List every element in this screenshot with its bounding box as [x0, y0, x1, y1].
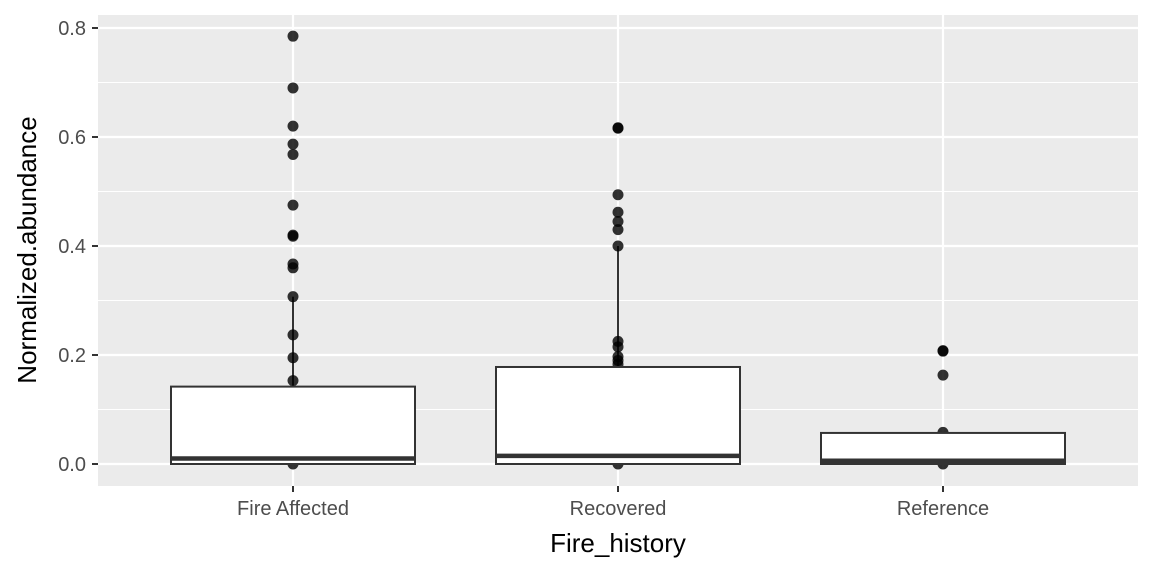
box-group	[820, 345, 1066, 470]
y-tick-label: 0.4	[58, 236, 86, 258]
data-point	[937, 345, 949, 357]
y-tick-label: 0.2	[58, 345, 86, 367]
boxes-layer	[170, 30, 1066, 470]
data-point	[287, 375, 299, 387]
y-axis: 0.0 0.2 0.4 0.6 0.8	[58, 18, 98, 476]
data-point	[287, 138, 299, 150]
x-axis: Fire Affected Recovered Reference	[237, 486, 989, 520]
data-point	[287, 329, 299, 341]
data-point	[287, 291, 299, 303]
y-tick-label: 0.6	[58, 127, 86, 149]
data-point	[287, 352, 299, 364]
data-point	[612, 224, 624, 236]
data-point	[612, 240, 624, 252]
x-tick-label: Fire Affected	[237, 498, 349, 520]
data-point	[612, 189, 624, 201]
data-point	[287, 230, 299, 242]
box-rect	[170, 385, 416, 465]
data-point	[287, 148, 299, 160]
data-point	[612, 206, 624, 218]
data-point	[612, 215, 624, 227]
data-point	[287, 120, 299, 132]
data-point	[287, 30, 299, 42]
y-tick-label: 0.8	[58, 18, 86, 40]
data-point	[287, 199, 299, 211]
y-tick-label: 0.0	[58, 454, 86, 476]
y-axis-title: Normalized.abundance	[12, 116, 42, 383]
x-axis-title: Fire_history	[550, 528, 686, 558]
x-tick-label: Recovered	[570, 498, 667, 520]
box-rect	[495, 365, 741, 465]
data-point	[287, 262, 299, 274]
x-tick-label: Reference	[897, 498, 989, 520]
data-point	[287, 82, 299, 94]
data-point	[612, 122, 624, 134]
box-group	[170, 30, 416, 470]
box-group	[495, 122, 741, 470]
data-point	[612, 341, 624, 353]
data-point	[937, 369, 949, 381]
